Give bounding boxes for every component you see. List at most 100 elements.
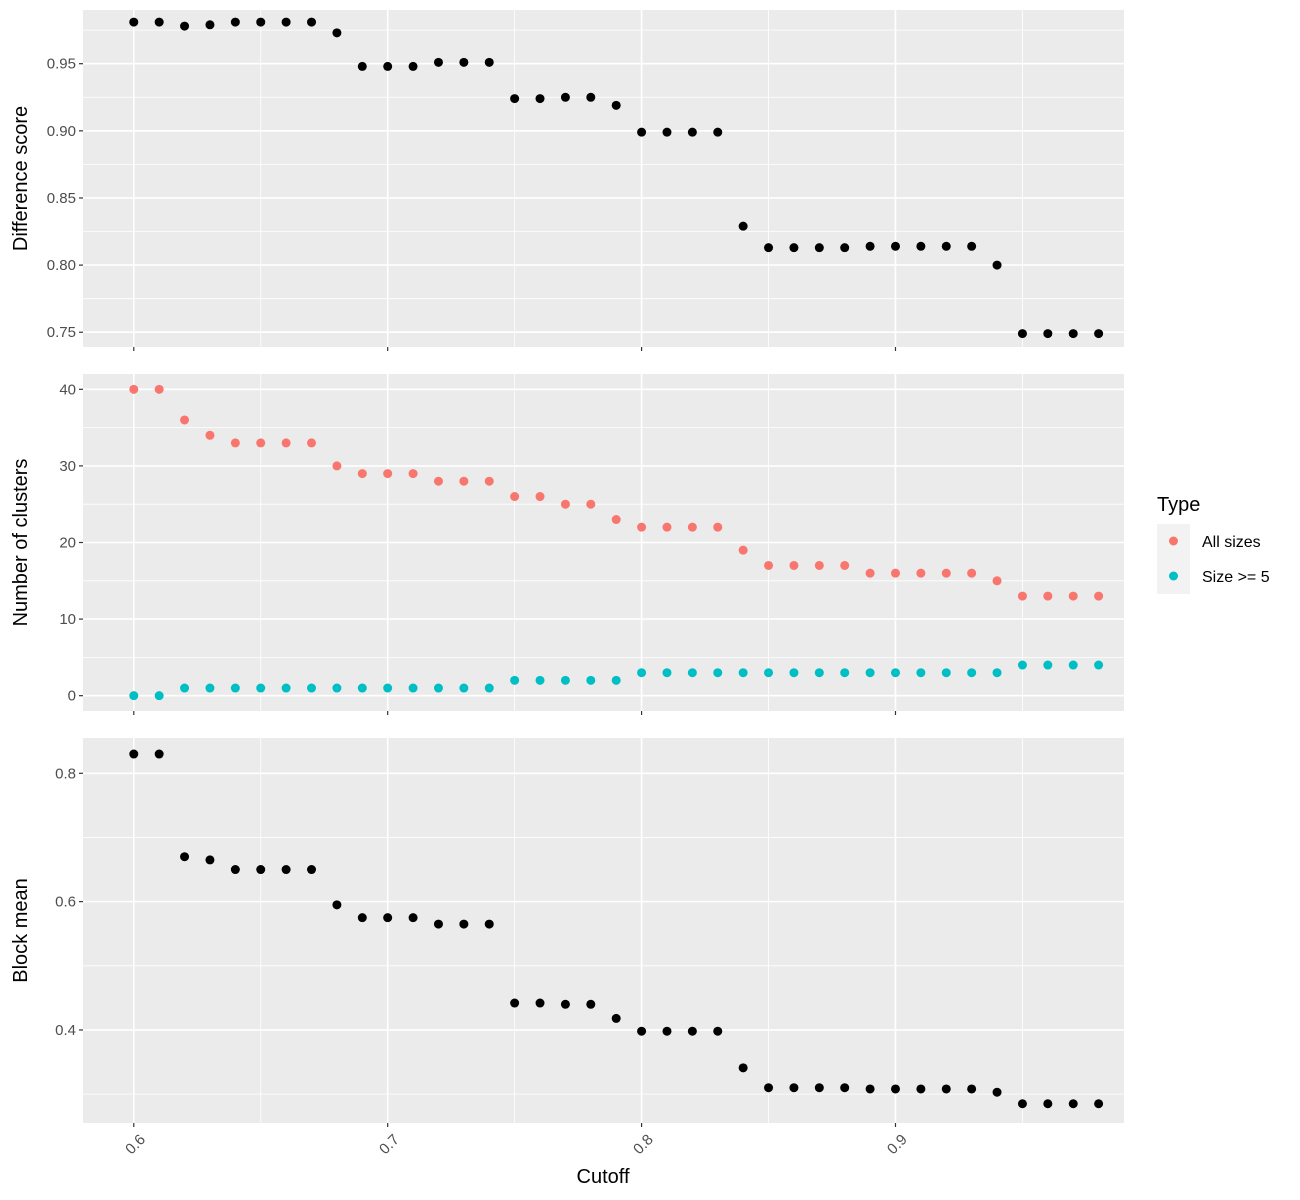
data-point-all-sizes	[129, 384, 139, 394]
data-point-block-mean	[307, 865, 317, 875]
data-point-block-mean	[1094, 1099, 1104, 1109]
data-point-size-5	[408, 683, 418, 693]
data-point-difference-score	[510, 94, 520, 104]
data-point-all-sizes	[230, 438, 240, 448]
data-point-all-sizes	[1094, 591, 1104, 601]
data-point-difference-score	[383, 61, 393, 71]
data-point-all-sizes	[662, 522, 672, 532]
data-point-size-5	[535, 675, 545, 685]
data-point-size-5	[256, 683, 266, 693]
data-point-size-5	[230, 683, 240, 693]
data-point-size-5	[916, 668, 926, 678]
data-point-size-5	[1017, 660, 1027, 670]
data-point-difference-score	[687, 127, 697, 137]
data-point-difference-score	[357, 61, 367, 71]
y-tick-label: 0.90	[47, 123, 76, 140]
data-point-size-5	[560, 675, 570, 685]
y-tick-label: 0.8	[55, 765, 76, 782]
data-point-all-sizes	[256, 438, 266, 448]
data-point-all-sizes	[890, 568, 900, 578]
data-point-size-5	[205, 683, 215, 693]
data-point-difference-score	[738, 221, 748, 231]
data-point-difference-score	[764, 243, 774, 253]
data-point-block-mean	[459, 919, 469, 929]
data-point-block-mean	[738, 1063, 748, 1073]
data-point-all-sizes	[307, 438, 317, 448]
data-point-difference-score	[560, 92, 570, 102]
data-point-difference-score	[408, 61, 418, 71]
data-point-difference-score	[814, 243, 824, 253]
data-point-all-sizes	[586, 499, 596, 509]
data-point-difference-score	[1094, 329, 1104, 339]
data-point-difference-score	[840, 243, 850, 253]
legend-key-background	[1157, 524, 1190, 594]
data-point-block-mean	[713, 1026, 723, 1036]
data-point-block-mean	[281, 865, 291, 875]
y-tick-label: 0.4	[55, 1022, 76, 1039]
data-point-difference-score	[484, 57, 494, 67]
data-point-block-mean	[484, 919, 494, 929]
data-point-block-mean	[560, 999, 570, 1009]
data-point-block-mean	[154, 749, 164, 759]
data-point-all-sizes	[941, 568, 951, 578]
data-point-size-5	[459, 683, 469, 693]
data-point-all-sizes	[180, 415, 190, 425]
data-point-block-mean	[840, 1083, 850, 1093]
y-axis-title: Number of clusters	[10, 459, 32, 627]
data-point-all-sizes	[916, 568, 926, 578]
data-point-block-mean	[586, 999, 596, 1009]
y-axis-title: Block mean	[10, 878, 32, 983]
y-tick-label: 0	[68, 688, 76, 705]
data-point-difference-score	[865, 241, 875, 251]
data-point-block-mean	[433, 919, 443, 929]
data-point-block-mean	[611, 1013, 621, 1023]
data-point-size-5	[687, 668, 697, 678]
data-point-size-5	[764, 668, 774, 678]
data-point-all-sizes	[840, 560, 850, 570]
data-point-difference-score	[586, 92, 596, 102]
data-point-size-5	[510, 675, 520, 685]
data-point-all-sizes	[560, 499, 570, 509]
data-point-block-mean	[814, 1083, 824, 1093]
panel-background	[83, 10, 1124, 347]
data-point-size-5	[992, 668, 1002, 678]
data-point-difference-score	[1017, 329, 1027, 339]
data-point-all-sizes	[764, 560, 774, 570]
data-point-size-5	[611, 675, 621, 685]
data-point-size-5	[180, 683, 190, 693]
y-tick-label: 0.95	[47, 56, 76, 73]
legend: Type All sizes Size >= 5	[1157, 494, 1270, 594]
data-point-all-sizes	[967, 568, 977, 578]
data-point-difference-score	[967, 241, 977, 251]
data-point-all-sizes	[535, 492, 545, 502]
data-point-block-mean	[535, 998, 545, 1008]
y-tick-label: 0.75	[47, 324, 76, 341]
data-point-difference-score	[281, 17, 291, 27]
data-point-size-5	[357, 683, 367, 693]
data-point-all-sizes	[510, 492, 520, 502]
data-point-block-mean	[332, 900, 342, 910]
data-point-all-sizes	[1017, 591, 1027, 601]
data-point-size-5	[941, 668, 951, 678]
data-point-all-sizes	[1043, 591, 1053, 601]
data-point-all-sizes	[357, 469, 367, 479]
data-point-all-sizes	[205, 430, 215, 440]
data-point-block-mean	[1017, 1099, 1027, 1109]
data-point-all-sizes	[408, 469, 418, 479]
data-point-size-5	[865, 668, 875, 678]
data-point-all-sizes	[383, 469, 393, 479]
data-point-block-mean	[789, 1083, 799, 1093]
data-point-size-5	[789, 668, 799, 678]
data-point-size-5	[433, 683, 443, 693]
data-point-block-mean	[1068, 1099, 1078, 1109]
data-point-block-mean	[383, 913, 393, 923]
legend-key-size-5-plus	[1169, 571, 1178, 581]
data-point-all-sizes	[992, 576, 1002, 586]
data-point-block-mean	[1043, 1099, 1053, 1109]
data-point-size-5	[129, 691, 139, 701]
data-point-all-sizes	[637, 522, 647, 532]
data-point-difference-score	[256, 17, 266, 27]
data-point-all-sizes	[459, 476, 469, 486]
data-point-difference-score	[611, 100, 621, 110]
data-point-size-5	[281, 683, 291, 693]
